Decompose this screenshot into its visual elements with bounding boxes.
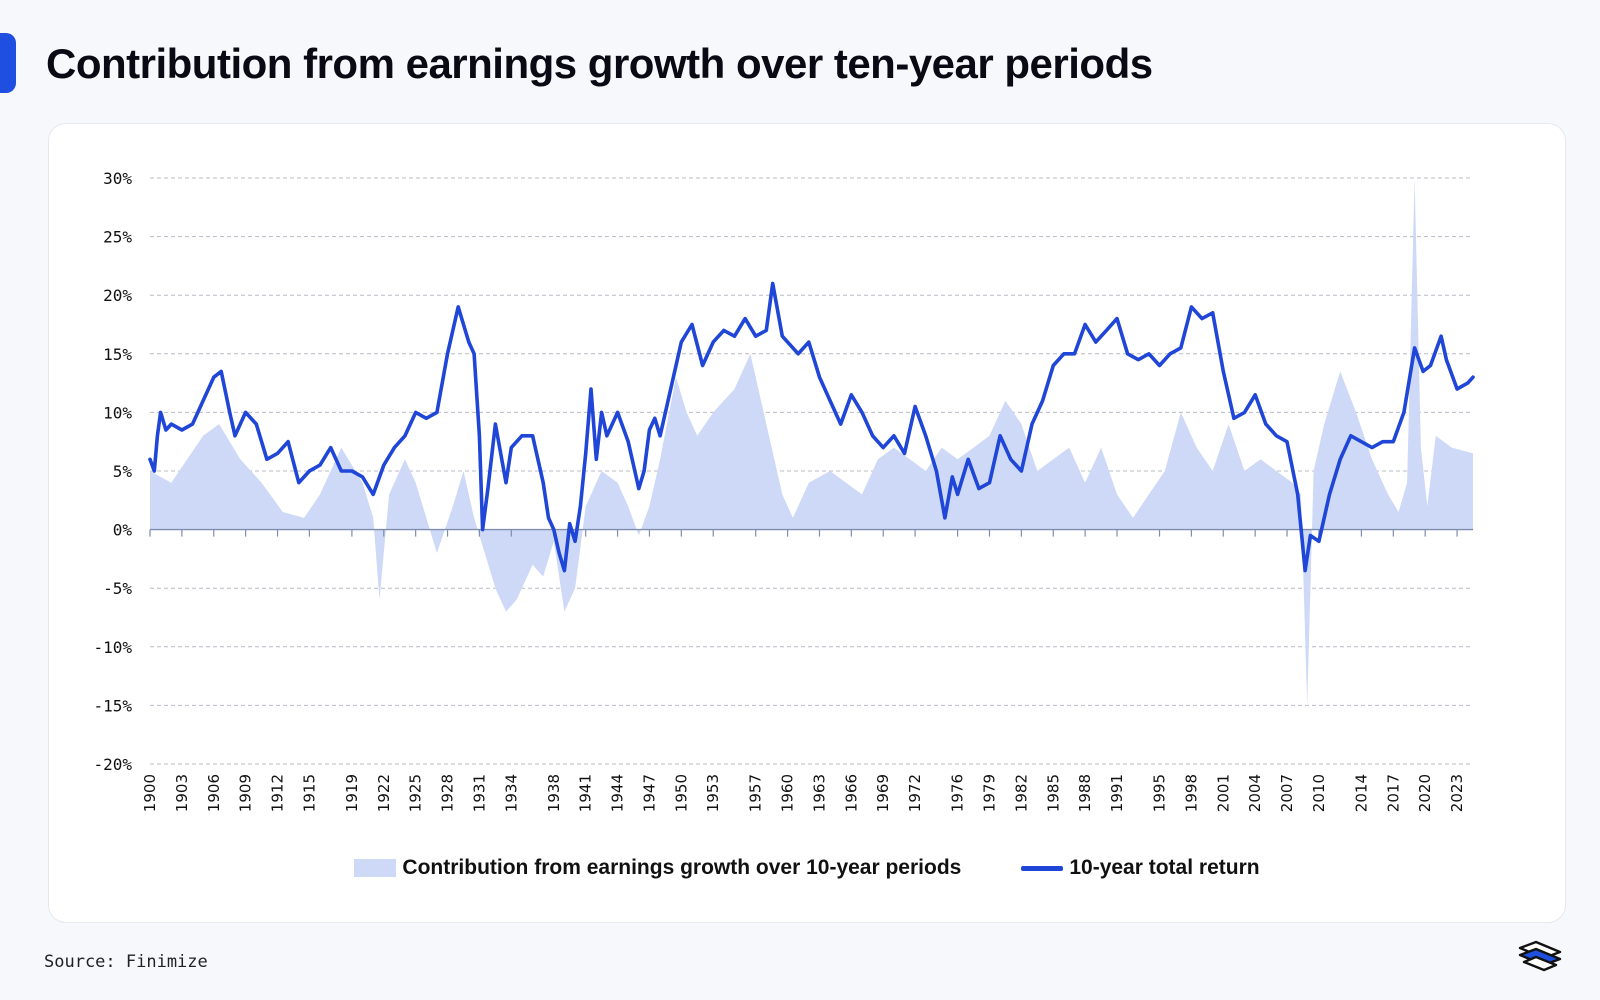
y-tick-label: -20% — [93, 755, 132, 774]
x-tick-label: 1953 — [704, 774, 722, 812]
x-tick-label: 1915 — [300, 774, 318, 812]
x-tick-label: 1950 — [672, 774, 690, 812]
chart: 30%25%20%15%10%5%0%-5%-10%-15%-20% 1900 1… — [93, 169, 1475, 812]
x-tick-label: 1969 — [874, 774, 892, 812]
x-tick-label: 1941 — [577, 774, 595, 812]
y-tick-label: 10% — [103, 403, 132, 422]
x-tick-label: 1963 — [811, 774, 829, 812]
x-tick-label: 1960 — [779, 774, 797, 812]
title-accent-tab — [0, 33, 16, 93]
x-tick-label: 2023 — [1448, 774, 1466, 812]
line-series-layer — [148, 281, 1475, 573]
x-axis — [149, 528, 1473, 537]
x-tick-label: 2017 — [1384, 774, 1402, 812]
x-tick-label: 1966 — [842, 774, 860, 812]
x-tick-label: 1928 — [439, 774, 457, 812]
y-tick-label: -5% — [103, 579, 132, 598]
x-tick-label: 1919 — [343, 774, 361, 812]
x-tick-label: 1976 — [949, 774, 967, 812]
x-tick-label: 1906 — [205, 774, 223, 812]
series-line-total-return — [148, 281, 1475, 573]
x-tick-label: 1900 — [141, 774, 159, 812]
x-tick-label: 2001 — [1214, 774, 1232, 812]
x-tick-label: 1982 — [1012, 774, 1030, 812]
y-tick-label: 5% — [113, 462, 133, 481]
x-tick-label: 1991 — [1108, 774, 1126, 812]
legend-line-swatch — [1021, 865, 1064, 871]
x-tick-label: 1922 — [375, 774, 393, 812]
legend-item-earnings-contribution: Contribution from earnings growth over 1… — [354, 856, 961, 880]
x-tick-label: 2010 — [1310, 774, 1328, 812]
x-tick-label: 1998 — [1182, 774, 1200, 812]
x-tick-label: 2020 — [1416, 774, 1434, 812]
y-tick-label: 30% — [103, 169, 132, 188]
y-tick-label: 25% — [103, 228, 132, 247]
x-tick-label: 1957 — [747, 774, 765, 812]
x-tick-label: 1934 — [502, 774, 520, 812]
x-tick-label: 1931 — [470, 774, 488, 812]
y-tick-label: 20% — [103, 286, 132, 305]
x-tick-labels: 1900 1903 1906 1909 1912 1915 1919 1922 1925 1928… — [141, 774, 1466, 812]
x-tick-label: 1972 — [906, 774, 924, 812]
x-tick-label: 1903 — [173, 774, 191, 812]
x-tick-label: 1912 — [269, 774, 287, 812]
x-tick-label: 1944 — [609, 774, 627, 812]
legend-label-total-return: 10-year total return — [1069, 856, 1260, 879]
page-title: Contribution from earnings growth over t… — [46, 40, 1153, 87]
legend-area-swatch — [354, 859, 397, 877]
x-tick-label: 1925 — [407, 774, 425, 812]
y-tick-label: 0% — [113, 521, 133, 540]
x-tick-label: 1979 — [981, 774, 999, 812]
x-tick-label: 2014 — [1352, 774, 1370, 812]
finimize-logo-icon — [1518, 940, 1562, 972]
area-series-layer — [150, 178, 1473, 706]
y-tick-labels: 30% 25% 20% 15% 10% 5% 0% -5% -10% -15% -20% — [93, 169, 132, 774]
gridlines — [150, 177, 1473, 765]
x-tick-label: 1988 — [1076, 774, 1094, 812]
x-tick-label: 1995 — [1151, 774, 1169, 812]
x-tick-label: 2007 — [1278, 774, 1296, 812]
legend: Contribution from earnings growth over 1… — [49, 856, 1565, 880]
x-tick-label: 2004 — [1246, 774, 1264, 812]
y-tick-label: -15% — [93, 696, 132, 715]
legend-item-total-return: 10-year total return — [1021, 856, 1260, 880]
x-tick-label: 1938 — [545, 774, 563, 812]
y-tick-label: 15% — [103, 345, 132, 364]
x-tick-label: 1985 — [1044, 774, 1062, 812]
x-tick-label: 1909 — [237, 774, 255, 812]
x-tick-label: 1947 — [640, 774, 658, 812]
source-note: Source: Finimize — [44, 952, 208, 972]
series-area-earnings-contribution — [150, 178, 1473, 706]
y-tick-label: -10% — [93, 638, 132, 657]
legend-label-earnings-contribution: Contribution from earnings growth over 1… — [402, 856, 962, 879]
chart-card: 30% 25% 20% 15% 10% 5% 0% -5% -10% -15% -20% 1900 1… — [48, 123, 1566, 923]
